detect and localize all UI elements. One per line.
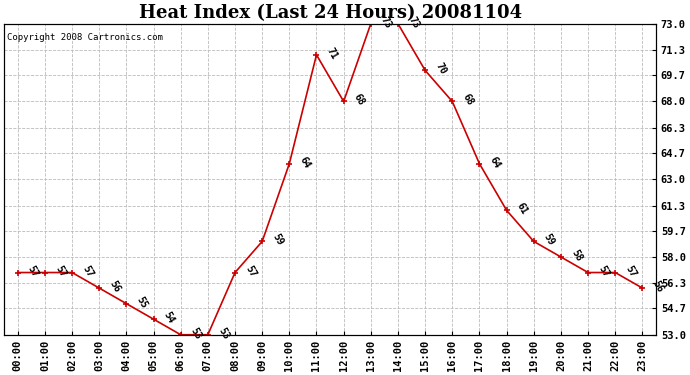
Text: 70: 70: [433, 62, 448, 76]
Text: 71: 71: [325, 46, 339, 61]
Text: 73: 73: [379, 15, 394, 30]
Text: 68: 68: [461, 93, 475, 108]
Text: 53: 53: [189, 326, 204, 341]
Text: 56: 56: [108, 279, 122, 294]
Text: 58: 58: [569, 248, 584, 263]
Text: Copyright 2008 Cartronics.com: Copyright 2008 Cartronics.com: [8, 33, 164, 42]
Text: 73: 73: [406, 15, 421, 30]
Title: Heat Index (Last 24 Hours) 20081104: Heat Index (Last 24 Hours) 20081104: [139, 4, 522, 22]
Text: 57: 57: [244, 264, 258, 279]
Text: 57: 57: [53, 264, 68, 279]
Text: 68: 68: [352, 93, 366, 108]
Text: 53: 53: [216, 326, 230, 341]
Text: 57: 57: [624, 264, 638, 279]
Text: 59: 59: [270, 232, 285, 248]
Text: 57: 57: [81, 264, 95, 279]
Text: 57: 57: [596, 264, 611, 279]
Text: 64: 64: [297, 154, 312, 170]
Text: 55: 55: [135, 295, 149, 310]
Text: 61: 61: [515, 201, 529, 216]
Text: 57: 57: [26, 264, 41, 279]
Text: 59: 59: [542, 232, 557, 248]
Text: 64: 64: [488, 154, 502, 170]
Text: 54: 54: [162, 310, 177, 326]
Text: 56: 56: [651, 279, 665, 294]
